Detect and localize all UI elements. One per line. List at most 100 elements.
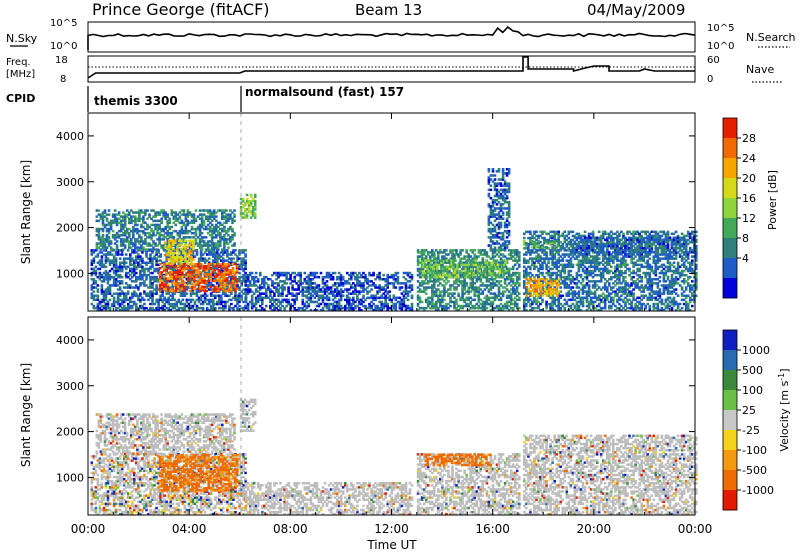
heatmap-cell (210, 234, 214, 237)
heatmap-cell (119, 238, 123, 241)
heatmap-cell (493, 234, 497, 237)
heatmap-cell (217, 240, 220, 243)
heatmap-cell (190, 221, 194, 225)
heatmap-cell (491, 278, 495, 281)
heatmap-cell (156, 225, 159, 229)
heatmap-cell (183, 273, 187, 277)
heatmap-cell (107, 213, 111, 216)
heatmap-cell (174, 229, 178, 233)
heatmap-cell (153, 308, 156, 312)
heatmap-cell (424, 249, 428, 252)
heatmap-cell (104, 278, 108, 281)
heatmap-cell (106, 282, 110, 285)
heatmap-cell (497, 236, 501, 239)
heatmap-cell (491, 227, 495, 231)
heatmap-cell (122, 306, 126, 310)
heatmap-cell (481, 308, 485, 312)
heatmap-cell (462, 267, 465, 271)
heatmap-cell (151, 282, 154, 285)
heatmap-cell (195, 251, 199, 254)
heatmap-cell (188, 236, 192, 239)
heatmap-cell (167, 239, 171, 242)
heatmap-cell (279, 294, 282, 297)
heatmap-cell (178, 243, 181, 247)
heatmap-cell (124, 308, 128, 312)
heatmap-cell (116, 288, 120, 291)
heatmap-cell (134, 246, 137, 249)
heatmap-cell (344, 308, 347, 312)
heatmap-cell (305, 286, 309, 289)
heatmap-cell (204, 225, 208, 229)
heatmap-cell (138, 213, 141, 216)
heatmap-cell (404, 286, 408, 289)
heatmap-cell (333, 282, 337, 285)
heatmap-cell (181, 269, 184, 272)
heatmap-cell (378, 284, 381, 287)
heatmap-cell (418, 251, 422, 254)
heatmap-cell (233, 287, 237, 291)
heatmap-cell (313, 308, 317, 312)
heatmap-cell (170, 236, 174, 239)
heatmap-cell (160, 234, 163, 237)
heatmap-cell (96, 284, 100, 287)
heatmap-cell (374, 308, 377, 312)
heatmap-cell (374, 296, 377, 300)
heatmap-cell (132, 219, 135, 223)
heatmap-cell (474, 261, 478, 264)
heatmap-cell (501, 174, 505, 177)
heatmap-cell (164, 273, 168, 276)
heatmap-cell (382, 302, 385, 306)
heatmap-cell (246, 302, 250, 306)
heatmap-cell (404, 278, 408, 281)
heatmap-cell (189, 285, 192, 289)
heatmap-cell (242, 300, 245, 304)
heatmap-cell (487, 180, 491, 183)
heatmap-cell (356, 284, 359, 287)
heatmap-cell (141, 306, 144, 310)
heatmap-cell (421, 275, 425, 279)
heatmap-cell (152, 234, 155, 237)
heatmap-cell (499, 217, 503, 220)
heatmap-cell (453, 300, 456, 304)
heatmap-cell (203, 269, 206, 272)
heatmap-cell (109, 221, 113, 225)
heatmap-cell (112, 298, 116, 302)
heatmap-cell (176, 217, 180, 220)
heatmap-cell (501, 178, 505, 181)
heatmap-cell (199, 289, 202, 293)
heatmap-cell (199, 302, 203, 306)
heatmap-cell (289, 273, 292, 277)
heatmap-cell (230, 259, 233, 262)
heatmap-cell (501, 306, 505, 310)
heatmap-cell (469, 282, 472, 285)
heatmap-cell (105, 223, 109, 227)
heatmap-cell (211, 298, 215, 302)
heatmap-cell (97, 246, 101, 249)
heatmap-cell (200, 221, 204, 225)
heatmap-cell (171, 306, 175, 310)
heatmap-cell (95, 248, 99, 251)
heatmap-cell (169, 267, 172, 271)
heatmap-cell (443, 280, 446, 283)
heatmap-cell (219, 283, 223, 286)
heatmap-cell (472, 271, 475, 275)
heatmap-cell (418, 298, 422, 302)
heatmap-cell (384, 280, 387, 283)
heatmap-cell (193, 283, 196, 286)
heatmap-cell (372, 294, 375, 297)
heatmap-cell (170, 248, 174, 251)
heatmap-cell (160, 283, 164, 286)
heatmap-cell (352, 308, 355, 312)
heatmap-cell (223, 262, 227, 266)
heatmap-cell (203, 285, 206, 289)
heatmap-cell (98, 306, 102, 310)
heatmap-cell (172, 211, 176, 214)
heatmap-cell (252, 302, 256, 306)
cpid-row: CPID themis 3300 normalsound (fast) 157 (6, 85, 404, 112)
heatmap-cell (487, 205, 491, 208)
heatmap-cell (435, 290, 438, 293)
heatmap-cell (176, 253, 179, 257)
heatmap-cell (100, 308, 104, 312)
heatmap-cell (337, 271, 341, 275)
heatmap-cell (110, 284, 114, 287)
